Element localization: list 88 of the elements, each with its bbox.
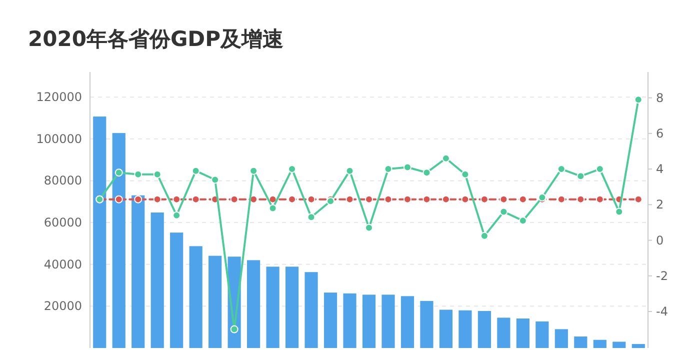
- point: [557, 195, 566, 204]
- bar: [343, 293, 356, 348]
- bar: [324, 292, 338, 348]
- bar: [593, 340, 606, 348]
- point: [403, 163, 412, 172]
- point: [288, 195, 296, 204]
- point: [576, 195, 585, 204]
- point: [480, 232, 488, 240]
- y2-tick-label: 8: [656, 90, 664, 105]
- bar: [478, 310, 491, 348]
- point: [268, 204, 277, 212]
- point: [153, 170, 162, 178]
- point: [172, 195, 181, 204]
- bar: [170, 232, 184, 348]
- point: [153, 195, 162, 204]
- y-tick-label: 80000: [44, 174, 82, 188]
- point: [192, 195, 200, 204]
- point: [461, 170, 470, 178]
- point: [518, 216, 527, 225]
- bar: [612, 342, 626, 348]
- point: [134, 195, 142, 204]
- bar: [382, 294, 395, 348]
- point: [634, 96, 642, 104]
- point: [365, 224, 373, 232]
- point: [403, 195, 412, 204]
- point: [114, 168, 123, 177]
- y2-tick-label: 2: [656, 198, 664, 212]
- point: [211, 176, 220, 184]
- bar: [150, 212, 164, 348]
- bar: [420, 300, 434, 348]
- point: [500, 208, 508, 216]
- bar: [497, 318, 510, 348]
- bar: [112, 133, 126, 348]
- y2-tick-label: -2: [656, 268, 668, 283]
- point: [365, 195, 373, 204]
- bar: [439, 310, 453, 348]
- y-tick-label: 40000: [44, 257, 82, 272]
- point: [596, 165, 604, 174]
- point: [634, 195, 642, 204]
- bar: [266, 266, 280, 348]
- point: [596, 195, 604, 204]
- point: [384, 195, 392, 204]
- point: [114, 195, 123, 204]
- bar: [632, 344, 645, 348]
- bar: [208, 256, 222, 348]
- point: [442, 195, 450, 204]
- chart-title: 2020年各省份GDP及增速: [28, 27, 284, 51]
- point: [307, 195, 316, 204]
- y-tick-label: 60000: [44, 216, 82, 230]
- bar: [400, 296, 414, 348]
- point: [192, 166, 200, 175]
- point: [346, 166, 354, 175]
- bar: [516, 318, 530, 348]
- point: [480, 195, 488, 204]
- bar: [574, 336, 588, 348]
- y2-tick-label: 4: [656, 162, 664, 176]
- bar: [362, 294, 376, 348]
- bar: [304, 272, 318, 348]
- point: [500, 195, 508, 204]
- bar: [458, 310, 472, 348]
- y2-tick-label: -4: [656, 304, 668, 318]
- point: [134, 170, 142, 178]
- point: [384, 165, 392, 174]
- y-tick-label: 20000: [44, 299, 82, 314]
- bar: [554, 329, 568, 348]
- point: [557, 165, 566, 174]
- bar: [285, 266, 299, 348]
- y-tick-label: 120000: [36, 90, 82, 104]
- point: [461, 195, 470, 204]
- point: [346, 195, 354, 204]
- bar: [189, 246, 202, 348]
- point: [422, 195, 431, 204]
- point: [442, 154, 450, 162]
- point: [230, 325, 238, 334]
- bar: [536, 321, 549, 348]
- bar: [247, 260, 260, 348]
- point: [422, 168, 431, 177]
- y2-tick-label: 6: [656, 126, 664, 140]
- y-tick-label: 100000: [36, 132, 82, 146]
- point: [230, 195, 238, 204]
- y2-tick-label: 0: [656, 233, 664, 248]
- point: [615, 208, 624, 216]
- point: [518, 195, 527, 204]
- bar: [93, 116, 106, 348]
- point: [172, 211, 181, 220]
- point: [576, 172, 585, 180]
- bar: [132, 195, 145, 348]
- point: [307, 213, 316, 222]
